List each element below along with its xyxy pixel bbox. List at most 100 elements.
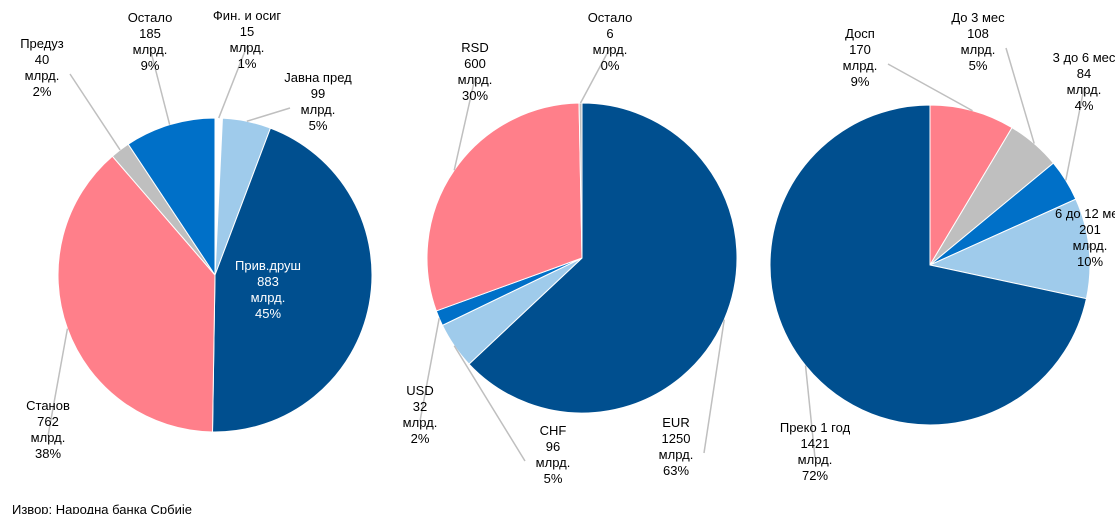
- label-line: 99: [311, 86, 325, 101]
- label-line: EUR: [662, 415, 689, 430]
- label-line: Остало: [588, 10, 633, 25]
- label-line: 108: [967, 26, 989, 41]
- label-line: млрд.: [659, 447, 694, 462]
- label-line: млрд.: [458, 72, 493, 87]
- label-line: 5%: [969, 58, 988, 73]
- label-line: 3 до 6 мес: [1053, 50, 1115, 65]
- label-line: Досп: [845, 26, 875, 41]
- pie-slice: [127, 117, 216, 277]
- label-line: 72%: [802, 468, 828, 483]
- leader-line: [149, 47, 171, 125]
- label-line: 600: [464, 56, 486, 71]
- label-line: 6 до 12 мес: [1055, 206, 1115, 221]
- label-line: млрд.: [798, 452, 833, 467]
- label-line: 30%: [462, 88, 488, 103]
- slice-label: Станов 762 млрд. 38%: [26, 398, 70, 461]
- label-line: 201: [1079, 222, 1101, 237]
- slice-label: Преко 1 год 1421 млрд. 72%: [780, 420, 851, 483]
- leader-line: [419, 318, 440, 422]
- leader-line: [453, 345, 526, 462]
- label-line: Остало: [128, 10, 173, 25]
- label-line: RSD: [461, 40, 488, 55]
- label-line: CHF: [540, 423, 567, 438]
- source: Извор: Народна банка Србије: [12, 502, 192, 514]
- label-line: 2%: [411, 431, 430, 446]
- label-line: 0%: [601, 58, 620, 73]
- leader-line: [453, 77, 476, 171]
- label-line: 762: [37, 414, 59, 429]
- label-line: 185: [139, 26, 161, 41]
- leader-line: [1065, 87, 1085, 181]
- pie-slice: [578, 102, 583, 259]
- label-line: млрд.: [25, 68, 60, 83]
- slice-label: Фин. и осиг 15 млрд. 1%: [213, 8, 281, 71]
- label-line: млрд.: [593, 42, 628, 57]
- leader-line: [47, 328, 69, 437]
- label-line: Предуз: [20, 36, 64, 51]
- label-line: Станов: [26, 398, 70, 413]
- label-line: 10%: [1077, 254, 1103, 269]
- label-line: Фин. и осиг: [213, 8, 281, 23]
- pie-slice: [57, 155, 216, 433]
- label-line: 32: [413, 399, 427, 414]
- leader-line: [579, 47, 611, 104]
- slice-label: RSD 600 млрд. 30%: [458, 40, 493, 103]
- slice-label: Предуз 40 млрд. 2%: [20, 36, 64, 99]
- slice-label: Прив.друш 883 млрд. 45%: [235, 258, 301, 321]
- label-line: млрд.: [230, 40, 265, 55]
- label-line: 9%: [141, 58, 160, 73]
- pie-slice: [769, 104, 1088, 426]
- slice-label: Јавна пред 99 млрд. 5%: [284, 70, 352, 133]
- label-line: млрд.: [251, 290, 286, 305]
- pie-slice: [426, 102, 583, 312]
- label-line: Прив.друш: [235, 258, 301, 273]
- slice-label: Остало 6 млрд. 0%: [588, 10, 633, 73]
- label-line: 40: [35, 52, 49, 67]
- label-line: 38%: [35, 446, 61, 461]
- leader-line: [218, 45, 248, 119]
- label-line: 45%: [255, 306, 281, 321]
- label-line: 6: [606, 26, 613, 41]
- leader-line: [246, 107, 291, 122]
- label-line: млрд.: [31, 430, 66, 445]
- leader-line: [69, 73, 121, 151]
- leader-line: [887, 63, 973, 112]
- label-line: Преко 1 год: [780, 420, 851, 435]
- label-line: 15: [240, 24, 254, 39]
- slice-label: 3 до 6 мес 84 млрд. 4%: [1053, 50, 1115, 113]
- slice-label: Остало 185 млрд. 9%: [128, 10, 173, 73]
- pie-slice: [928, 198, 1091, 300]
- slice-label: USD 32 млрд. 2%: [403, 383, 438, 446]
- label-line: млрд.: [843, 58, 878, 73]
- label-line: Јавна пред: [284, 70, 352, 85]
- slice-label: Досп 170 млрд. 9%: [843, 26, 878, 89]
- label-line: USD: [406, 383, 433, 398]
- label-line: млрд.: [1067, 82, 1102, 97]
- slice-label: 6 до 12 мес201млрд.10%: [1055, 206, 1115, 269]
- leader-line: [1088, 243, 1091, 249]
- label-line: млрд.: [961, 42, 996, 57]
- label-line: млрд.: [1073, 238, 1108, 253]
- slice-label: До 3 мес 108 млрд. 5%: [951, 10, 1005, 73]
- leader-line: [703, 319, 725, 454]
- label-line: 5%: [309, 118, 328, 133]
- label-line: 96: [546, 439, 560, 454]
- label-line: 883: [257, 274, 279, 289]
- pie-slice: [929, 104, 1013, 267]
- label-line: 5%: [544, 471, 563, 486]
- label-line: млрд.: [403, 415, 438, 430]
- label-line: млрд.: [133, 42, 168, 57]
- label-line: 4%: [1075, 98, 1094, 113]
- label-line: 1%: [238, 56, 257, 71]
- label-line: 2%: [33, 84, 52, 99]
- label-line: 170: [849, 42, 871, 57]
- slice-label: CHF 96 млрд. 5%: [536, 423, 571, 486]
- label-line: 1421: [801, 436, 830, 451]
- label-line: 63%: [663, 463, 689, 478]
- label-line: 9%: [851, 74, 870, 89]
- leader-line: [804, 365, 816, 459]
- slice-label: EUR 1250 млрд. 63%: [659, 415, 694, 478]
- leader-line: [1005, 47, 1035, 144]
- label-line: 1250: [662, 431, 691, 446]
